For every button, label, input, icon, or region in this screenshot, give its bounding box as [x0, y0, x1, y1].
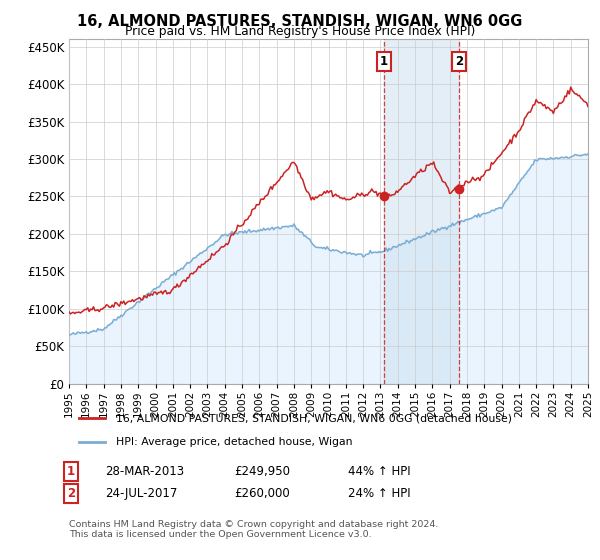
- Text: Contains HM Land Registry data © Crown copyright and database right 2024.
This d: Contains HM Land Registry data © Crown c…: [69, 520, 439, 539]
- Text: 2: 2: [67, 487, 75, 501]
- Text: 44% ↑ HPI: 44% ↑ HPI: [348, 465, 410, 478]
- Text: 2: 2: [455, 55, 463, 68]
- Text: £260,000: £260,000: [234, 487, 290, 501]
- Text: 28-MAR-2013: 28-MAR-2013: [105, 465, 184, 478]
- Text: HPI: Average price, detached house, Wigan: HPI: Average price, detached house, Wiga…: [116, 436, 352, 446]
- Text: 24-JUL-2017: 24-JUL-2017: [105, 487, 178, 501]
- Bar: [384, 39, 459, 384]
- Text: 24% ↑ HPI: 24% ↑ HPI: [348, 487, 410, 501]
- Text: 16, ALMOND PASTURES, STANDISH, WIGAN, WN6 0GG (detached house): 16, ALMOND PASTURES, STANDISH, WIGAN, WN…: [116, 413, 512, 423]
- Text: Price paid vs. HM Land Registry's House Price Index (HPI): Price paid vs. HM Land Registry's House …: [125, 25, 475, 38]
- Text: 16, ALMOND PASTURES, STANDISH, WIGAN, WN6 0GG: 16, ALMOND PASTURES, STANDISH, WIGAN, WN…: [77, 14, 523, 29]
- Text: £249,950: £249,950: [234, 465, 290, 478]
- Text: 1: 1: [67, 465, 75, 478]
- Text: 1: 1: [380, 55, 388, 68]
